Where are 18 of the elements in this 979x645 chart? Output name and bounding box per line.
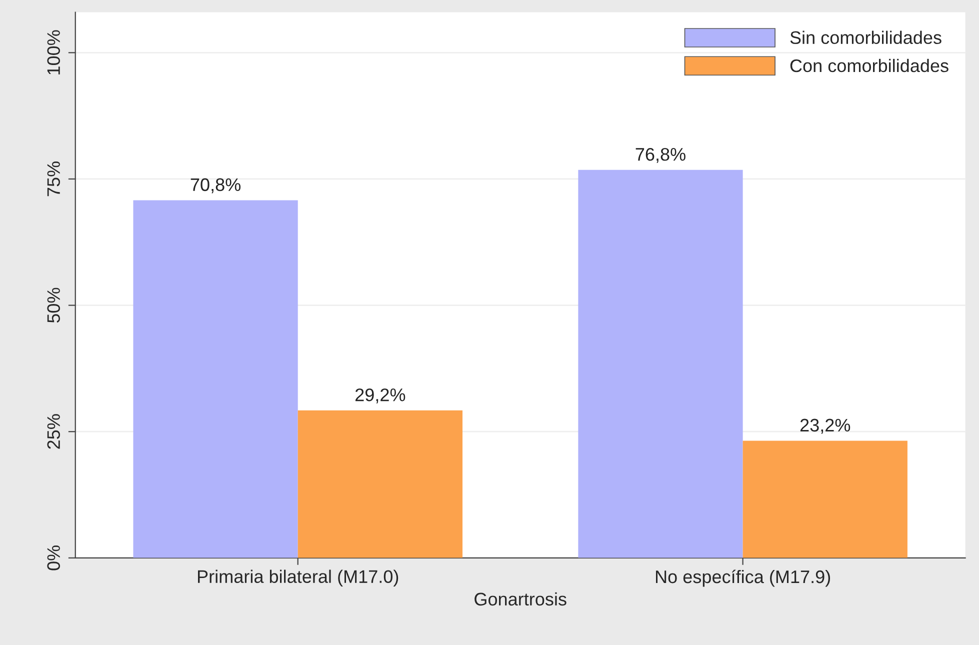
data-label: 23,2%	[800, 418, 850, 434]
bar	[298, 410, 462, 558]
bar	[742, 440, 908, 558]
y-tick-label: 75%	[47, 162, 60, 196]
y-tick-label: 25%	[47, 414, 60, 449]
data-label: 70,8%	[190, 178, 240, 194]
x-axis-title: Gonartrosis	[474, 592, 566, 606]
legend-label: Sin comorbilidades	[790, 30, 942, 44]
bar	[578, 170, 743, 558]
data-label: 29,2%	[355, 388, 406, 404]
x-tick-label: Primaria bilateral (M17.0)	[198, 570, 398, 587]
legend-label: Con comorbilidades	[790, 58, 948, 72]
y-tick-label: 0%	[47, 546, 60, 570]
y-tick-label: 50%	[47, 288, 60, 323]
y-tick-label: 100%	[47, 30, 60, 74]
data-label: 76,8%	[636, 148, 686, 163]
bar	[133, 200, 298, 558]
x-tick-label: No específica (M17.9)	[656, 570, 830, 587]
